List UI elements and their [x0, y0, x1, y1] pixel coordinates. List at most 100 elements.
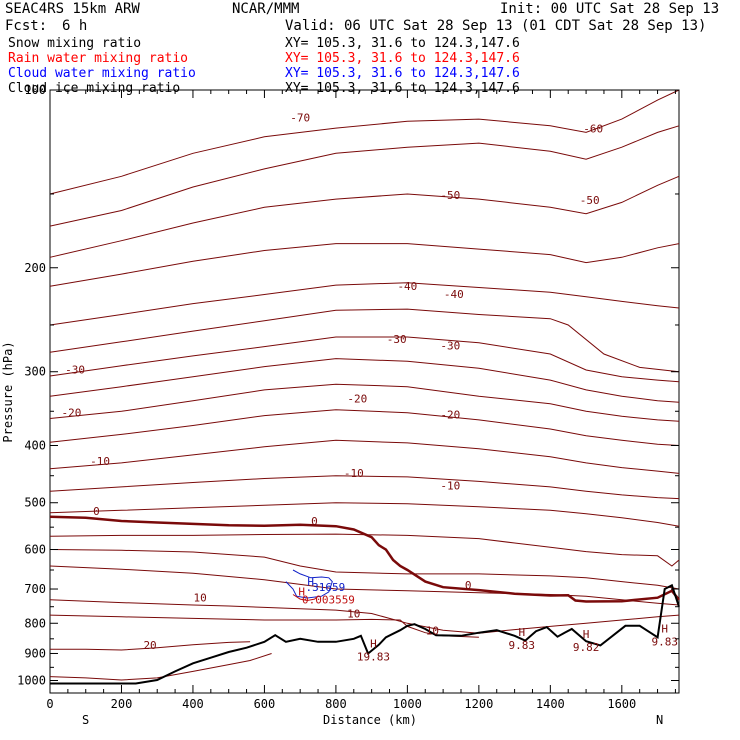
legend: Snow mixing ratio XY= 105.3, 31.6 to 124.… — [8, 36, 520, 96]
x-axis-label: Distance (km) — [323, 713, 417, 727]
isotherm-line — [49, 125, 680, 227]
y-tick-label: 500 — [24, 496, 46, 510]
isotherm-line — [49, 308, 680, 373]
x-tick-label: 1200 — [464, 697, 493, 711]
x-tick-label: 1400 — [536, 697, 565, 711]
cloud-water-contour — [285, 569, 333, 599]
contour-label: -10 — [90, 455, 110, 468]
init-time: Init: 00 UTC Sat 28 Sep 13 — [500, 1, 719, 17]
contour-label: -30 — [387, 333, 407, 346]
y-tick-label: 800 — [24, 616, 46, 630]
contour-label: -10 — [440, 480, 460, 493]
isotherm-line — [50, 641, 251, 651]
isotherm-contours — [49, 89, 680, 681]
isotherm-line — [49, 243, 680, 287]
isotherm-line — [49, 549, 680, 590]
x-tick-label: 800 — [325, 697, 347, 711]
rain-water-max-label: H — [298, 586, 305, 599]
isotherm-line — [49, 614, 479, 638]
contour-label: -20 — [347, 392, 367, 405]
contour-label: 10 — [426, 625, 439, 638]
contour-label: -40 — [397, 280, 417, 293]
maximum-marker: H — [518, 626, 525, 639]
cloud-water-max-label: H — [307, 575, 314, 588]
contour-label: -50 — [580, 194, 600, 207]
y-tick-label: 400 — [24, 439, 46, 453]
y-tick-label: 1000 — [17, 673, 46, 687]
contour-label: 0 — [465, 579, 472, 592]
freezing-level-line — [49, 515, 680, 603]
cloud-water-max-value: .31659 — [306, 581, 346, 594]
isotherm-line — [49, 89, 680, 195]
x-tick-label: 400 — [182, 697, 204, 711]
y-tick-label: 100 — [24, 83, 46, 97]
y-tick-label: 900 — [24, 646, 46, 660]
isotherm-line — [49, 502, 680, 527]
contour-label: 10 — [347, 607, 360, 620]
legend-label: Snow mixing ratio — [8, 36, 141, 51]
isotherm-line — [49, 565, 680, 606]
isotherm-line — [49, 653, 272, 681]
legend-xy: XY= 105.3, 31.6 to 124.3,147.6 — [285, 36, 520, 51]
x-tick-label: 600 — [254, 697, 276, 711]
maximum-marker: H — [370, 638, 377, 651]
isotherm-line — [49, 439, 680, 474]
x-endpoint-left: S — [82, 713, 89, 727]
rain-water-max-value: 0.003559 — [302, 593, 355, 606]
isotherm-line — [49, 383, 680, 422]
fcst-label: Fcst: — [5, 18, 47, 34]
legend-xy: XY= 105.3, 31.6 to 124.3,147.6 — [285, 51, 520, 66]
valid-time: Valid: 06 UTC Sat 28 Sep 13 (01 CDT Sat … — [285, 18, 706, 34]
x-tick-label: 0 — [46, 697, 53, 711]
contour-label: 0 — [93, 505, 100, 518]
y-tick-label: 600 — [24, 542, 46, 556]
maximum-value: 9.83 — [509, 639, 536, 652]
contour-label: -50 — [440, 189, 460, 202]
x-tick-label: 1600 — [607, 697, 636, 711]
isotherm-line — [49, 336, 680, 383]
maximum-value: 9.83 — [651, 636, 678, 649]
isotherm-line — [49, 533, 680, 567]
x-endpoint-right: N — [656, 713, 663, 727]
y-tick-label: 300 — [24, 365, 46, 379]
contour-label: -60 — [583, 122, 603, 135]
x-tick-label: 1000 — [393, 697, 422, 711]
maximum-value: 19.83 — [357, 651, 390, 664]
legend-xy: XY= 105.3, 31.6 to 124.3,147.6 — [285, 66, 520, 81]
legend-xy: XY= 105.3, 31.6 to 124.3,147.6 — [285, 81, 520, 96]
maximum-marker: H — [661, 623, 668, 636]
fcst-value: 6 h — [62, 18, 87, 34]
contour-label: -30 — [440, 339, 460, 352]
contour-label: 10 — [193, 592, 206, 605]
isotherm-line — [49, 409, 680, 446]
y-tick-label: 200 — [24, 261, 46, 275]
rain-water-contour — [292, 594, 319, 602]
legend-label: Rain water mixing ratio — [8, 51, 188, 66]
org-label: NCAR/MMM — [232, 1, 299, 17]
plot-frame — [49, 89, 680, 694]
terrain-line — [50, 583, 680, 685]
isotherm-line — [49, 175, 680, 258]
contour-label: 20 — [143, 639, 156, 652]
y-axis-label: Pressure (hPa) — [1, 341, 15, 442]
isotherm-line — [49, 282, 680, 326]
model-title: SEAC4RS 15km ARW — [5, 1, 140, 17]
legend-label: Cloud ice mixing ratio — [8, 81, 180, 96]
contour-labels: -70 -60 -50 -50 -40 -40 -30 -30 -30 -20 -20 -20 -10 -… — [62, 111, 678, 663]
y-tick-label: 700 — [24, 582, 46, 596]
contour-label: -20 — [62, 406, 82, 419]
contour-label: -10 — [344, 467, 364, 480]
contour-label: -20 — [440, 408, 460, 421]
terrain-profile — [50, 583, 680, 685]
contour-label: -40 — [444, 288, 464, 301]
isotherm-line — [49, 475, 680, 500]
maximum-value: 9.82 — [573, 641, 600, 654]
isotherm-line — [49, 358, 680, 403]
contour-label: -70 — [290, 111, 310, 124]
isotherm-line — [49, 599, 680, 634]
x-tick-label: 200 — [111, 697, 133, 711]
contour-label: 0 — [311, 515, 318, 528]
